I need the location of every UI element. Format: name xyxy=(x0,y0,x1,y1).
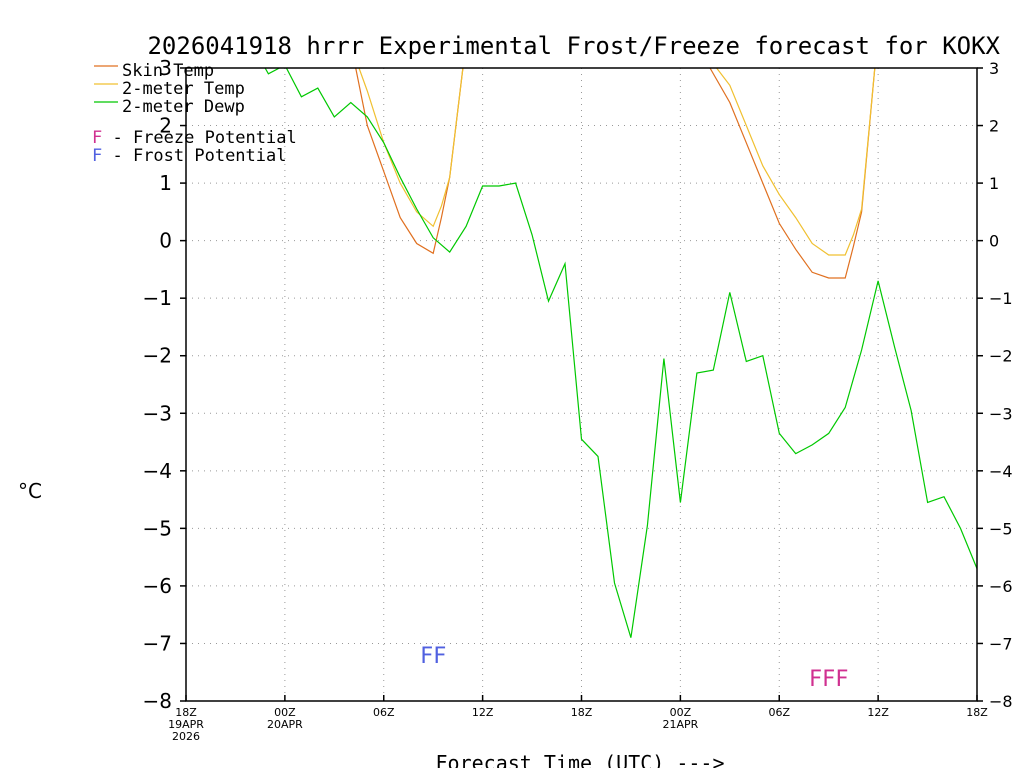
x-tick-label-0-0: 18Z xyxy=(175,706,197,719)
y-tick-label-left-10: −7 xyxy=(143,631,172,655)
annotation-0: FF xyxy=(420,644,447,669)
x-axis-label: Forecast Time (UTC) ---> xyxy=(436,751,725,768)
y-axis-ticks: 3 3 2 2 1 1 0 0 −1 −1 −2 −2 −3 −3 −4 −4 −5 −5 −6 −6 −7 −7 −8 −8 xyxy=(143,56,1013,713)
grid-lines xyxy=(186,68,977,701)
y-tick-label-left-1: 2 xyxy=(159,114,172,138)
series-line-0-1 xyxy=(709,68,876,279)
series-line-2-0 xyxy=(264,68,977,638)
y-tick-label-right-3: 0 xyxy=(989,232,999,251)
x-tick-label-2-0: 06Z xyxy=(373,706,395,719)
y-tick-label-left-5: −2 xyxy=(143,344,172,368)
annotation-1: FFF xyxy=(809,667,849,692)
series-line-1-1 xyxy=(716,68,876,256)
y-tick-label-right-9: −6 xyxy=(989,577,1013,596)
x-tick-label-5-1: 21APR xyxy=(662,718,698,731)
y-tick-label-right-6: −3 xyxy=(989,404,1013,423)
x-tick-label-1-1: 20APR xyxy=(267,718,303,731)
x-tick-label-8-0: 18Z xyxy=(966,706,988,719)
x-tick-label-0-1: 19APR xyxy=(168,718,204,731)
legend-label-0: Skin Temp xyxy=(122,61,214,81)
y-tick-label-right-0: 3 xyxy=(989,59,999,78)
series-line-1-0 xyxy=(358,68,464,228)
y-tick-label-left-9: −6 xyxy=(143,574,172,598)
series-lines xyxy=(264,68,977,638)
series-line-0-0 xyxy=(355,68,464,255)
x-tick-label-4-0: 18Z xyxy=(571,706,593,719)
y-tick-label-left-8: −5 xyxy=(143,516,172,540)
plot-frame xyxy=(185,67,978,702)
y-tick-label-left-0: 3 xyxy=(159,56,172,80)
legend-potential-text-0: - Freeze Potential xyxy=(102,128,296,148)
y-tick-label-right-5: −2 xyxy=(989,347,1013,366)
chart-title: 2026041918 hrrr Experimental Frost/Freez… xyxy=(147,32,1000,60)
legend-potential-0: F - Freeze Potential xyxy=(92,128,297,148)
legend-label-1: 2-meter Temp xyxy=(122,79,245,99)
y-tick-label-left-2: 1 xyxy=(159,171,172,195)
x-tick-label-3-0: 12Z xyxy=(472,706,494,719)
y-tick-label-right-8: −5 xyxy=(989,519,1013,538)
x-tick-label-0-2: 2026 xyxy=(172,730,200,743)
y-tick-label-left-6: −3 xyxy=(143,401,172,425)
y-tick-label-right-10: −7 xyxy=(989,634,1013,653)
y-tick-label-left-3: 0 xyxy=(159,229,172,253)
y-tick-label-left-4: −1 xyxy=(143,286,172,310)
legend-potential-1: F - Frost Potential xyxy=(92,146,286,166)
x-tick-label-1-0: 00Z xyxy=(274,706,296,719)
legend-potential-text-1: - Frost Potential xyxy=(102,146,286,166)
y-tick-label-right-4: −1 xyxy=(989,289,1013,308)
y-tick-label-right-11: −8 xyxy=(989,692,1013,711)
y-tick-label-right-1: 2 xyxy=(989,117,999,136)
y-tick-label-left-11: −8 xyxy=(143,689,172,713)
y-axis-label: °C xyxy=(18,479,42,503)
legend-potential-letter-0: F xyxy=(92,128,102,148)
y-tick-label-right-7: −4 xyxy=(989,462,1013,481)
x-tick-label-7-0: 12Z xyxy=(867,706,889,719)
x-tick-label-6-0: 06Z xyxy=(768,706,790,719)
legend-potential-letter-1: F xyxy=(92,146,102,166)
y-tick-label-left-7: −4 xyxy=(143,459,172,483)
legend-label-2: 2-meter Dewp xyxy=(122,97,245,117)
x-tick-label-5-0: 00Z xyxy=(670,706,692,719)
y-tick-label-right-2: 1 xyxy=(989,174,999,193)
